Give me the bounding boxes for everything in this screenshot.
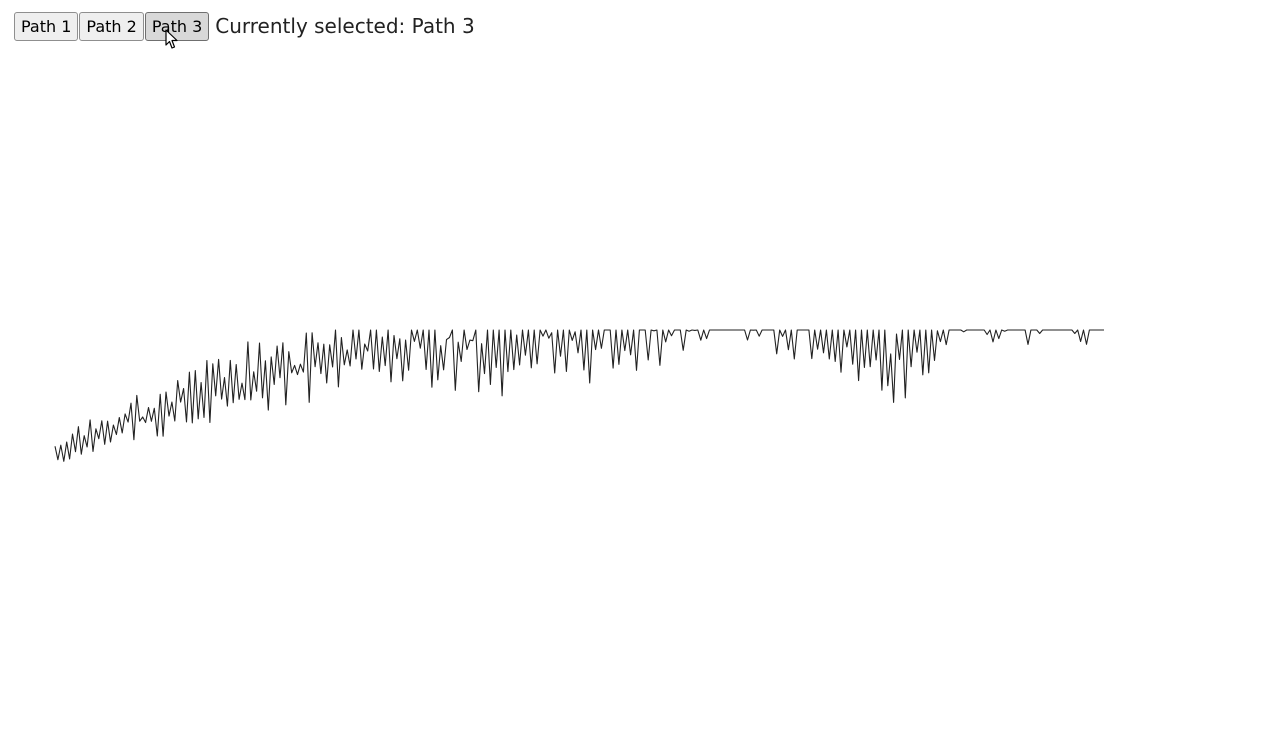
selection-status: Currently selected: Path 3 (215, 14, 475, 38)
path-line (54, 329, 1104, 462)
path-1-button[interactable]: Path 1 (14, 11, 79, 41)
path-2-button[interactable]: Path 2 (79, 11, 144, 41)
